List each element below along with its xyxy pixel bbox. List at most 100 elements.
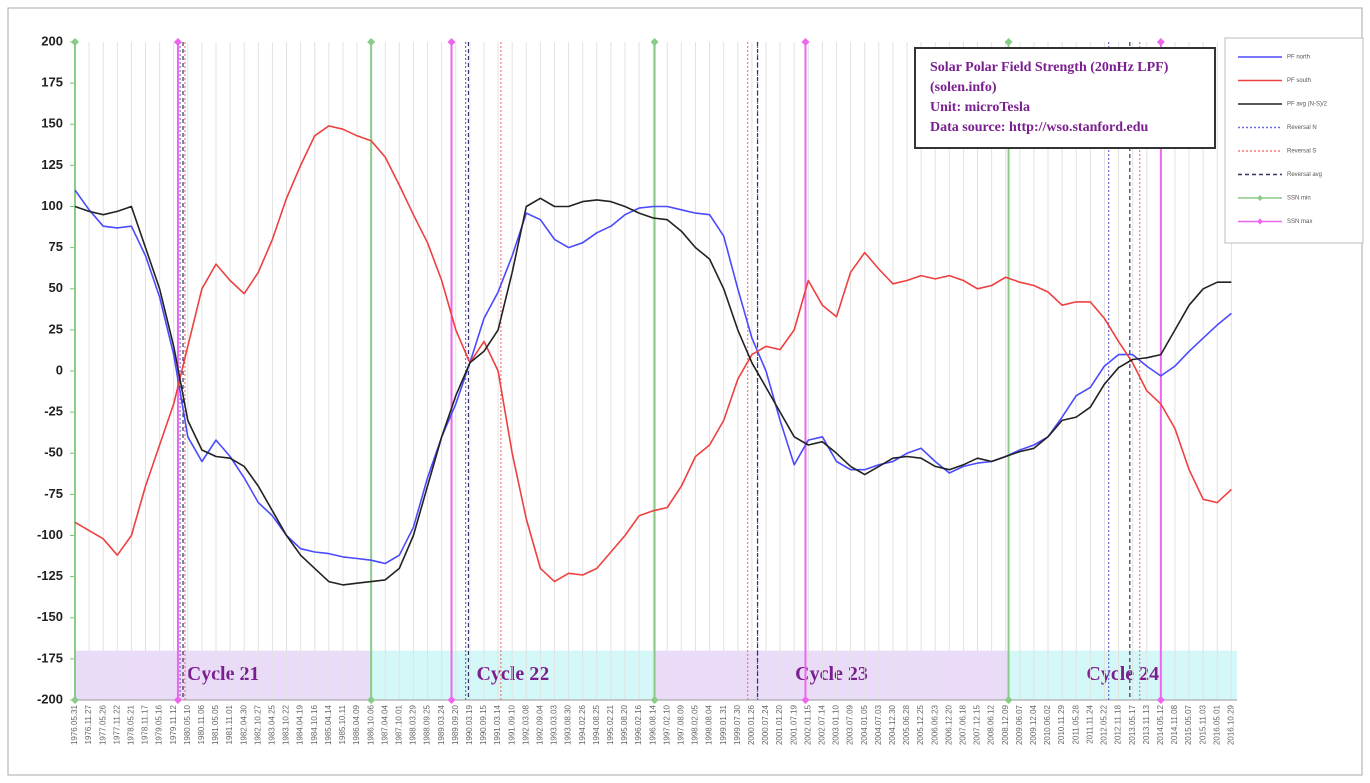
legend-label: PF north [1287, 55, 1310, 61]
x-tick-label: 1978.11.17 [141, 704, 150, 744]
event-diamond [367, 38, 376, 46]
event-diamond [367, 696, 376, 704]
x-tick-label: 1983.04.25 [268, 704, 277, 745]
x-tick-label: 1985.04.14 [324, 704, 333, 745]
x-tick-label: 2007.12.15 [973, 704, 982, 745]
x-tick-label: 1986.10.06 [366, 704, 375, 745]
cycle-label: Cycle 21 [187, 663, 260, 685]
y-tick-label: 75 [49, 239, 63, 254]
x-tick-label: 2010.11.29 [1057, 704, 1066, 744]
x-tick-label: 1982.04.30 [239, 704, 248, 745]
x-tick-label: 2009.06.07 [1015, 704, 1024, 745]
cycle-band [371, 650, 655, 700]
x-tick-label: 2010.06.02 [1043, 704, 1052, 745]
y-tick-label: 50 [49, 280, 63, 295]
y-tick-label: 200 [41, 33, 63, 48]
x-tick-label: 1998.02.05 [691, 704, 700, 745]
x-tick-label: 1991.09.10 [507, 704, 516, 745]
legend-label: PF south [1287, 78, 1311, 84]
x-tick-label: 1993.08.30 [564, 704, 573, 745]
x-tick-label: 1991.03.14 [493, 704, 502, 745]
x-tick-label: 1987.10.01 [394, 704, 403, 745]
x-tick-label: 2004.01.05 [860, 704, 869, 745]
x-tick-label: 1993.03.03 [550, 704, 559, 745]
x-tick-label: 1982.10.27 [253, 704, 262, 745]
x-tick-label: 1988.03.29 [409, 704, 418, 745]
event-diamond [173, 696, 182, 704]
x-tick-label: 1983.10.22 [282, 704, 291, 745]
y-tick-label: 150 [41, 116, 63, 131]
x-tick-label: 1988.09.25 [423, 704, 432, 745]
x-tick-label: 2003.01.10 [832, 704, 841, 745]
y-tick-label: 125 [41, 157, 63, 172]
x-tick-label: 1986.04.09 [352, 704, 361, 745]
event-diamond [1156, 696, 1165, 704]
legend-diamond [1257, 195, 1263, 201]
x-tick-label: 1990.03.19 [465, 704, 474, 745]
x-tick-label: 2013.11.13 [1142, 704, 1151, 744]
x-tick-label: 1987.04.04 [380, 704, 389, 745]
legend-label: SSN min [1287, 196, 1311, 202]
y-tick-label: -100 [37, 527, 63, 542]
x-tick-label: 2008.06.12 [987, 704, 996, 745]
x-tick-label: 2014.05.12 [1156, 704, 1165, 745]
event-diamond [71, 38, 79, 46]
x-tick-label: 2000.07.24 [761, 704, 770, 745]
y-tick-label: 100 [41, 198, 63, 213]
x-tick-label: 1979.11.12 [169, 704, 178, 744]
chart-title: Data source: http://wso.stanford.edu [930, 120, 1149, 135]
x-tick-label: 1981.05.05 [211, 704, 220, 745]
x-tick-label: 1995.08.20 [620, 704, 629, 745]
x-tick-label: 1980.05.10 [183, 704, 192, 745]
legend-label: Reversal N [1287, 125, 1317, 131]
event-diamond [447, 696, 456, 704]
event-diamond [447, 38, 456, 46]
y-tick-label: -175 [37, 650, 63, 665]
x-tick-label: 2003.07.09 [846, 704, 855, 745]
x-tick-label: 2001.07.19 [789, 704, 798, 745]
x-tick-label: 1989.03.24 [437, 704, 446, 745]
x-tick-label: 2004.12.30 [888, 704, 897, 745]
y-tick-label: 175 [41, 75, 63, 90]
x-tick-label: 1997.08.09 [676, 704, 685, 745]
cycle-band [1008, 650, 1237, 700]
x-tick-label: 1980.11.06 [197, 704, 206, 744]
chart-title: (solen.info) [930, 80, 997, 95]
x-tick-label: 2007.06.18 [959, 704, 968, 745]
x-tick-label: 1979.05.16 [155, 704, 164, 745]
legend-box [1224, 37, 1364, 244]
legend-label: Reversal S [1287, 149, 1316, 155]
series-line [74, 125, 1232, 583]
y-tick-label: -200 [37, 691, 63, 706]
event-diamond [1004, 696, 1013, 704]
y-tick-label: -25 [44, 404, 63, 419]
chart-title: Unit: microTesla [930, 100, 1030, 115]
series-line [74, 189, 1232, 565]
x-tick-label: 1976.05.31 [70, 704, 79, 745]
event-diamond [650, 38, 659, 46]
x-tick-label: 1999.07.30 [733, 704, 742, 745]
x-tick-label: 2016.10.29 [1226, 704, 1235, 745]
x-tick-label: 2001.01.20 [775, 704, 784, 745]
x-tick-label: 1996.08.14 [648, 704, 657, 745]
series-line [74, 197, 1232, 586]
x-tick-label: 2009.12.04 [1029, 704, 1038, 745]
y-tick-label: 0 [56, 362, 63, 377]
x-tick-label: 1977.11.22 [112, 704, 121, 744]
x-tick-label: 2000.01.26 [747, 704, 756, 745]
x-tick-label: 2012.05.22 [1100, 704, 1109, 745]
x-tick-label: 1995.02.21 [606, 704, 615, 745]
x-tick-label: 2006.12.20 [944, 704, 953, 745]
legend-diamond [1257, 218, 1263, 225]
x-tick-label: 2005.06.28 [902, 704, 911, 745]
x-tick-label: 1998.08.04 [705, 704, 714, 745]
x-tick-label: 2002.07.14 [818, 704, 827, 745]
y-tick-label: -150 [37, 609, 63, 624]
legend-label: Reversal avg [1287, 172, 1322, 178]
title-box [914, 47, 1216, 149]
event-diamond [1004, 38, 1013, 46]
x-tick-label: 1976.11.27 [84, 704, 93, 744]
x-tick-label: 1984.10.16 [310, 704, 319, 745]
x-tick-label: 2011.11.24 [1085, 704, 1094, 743]
